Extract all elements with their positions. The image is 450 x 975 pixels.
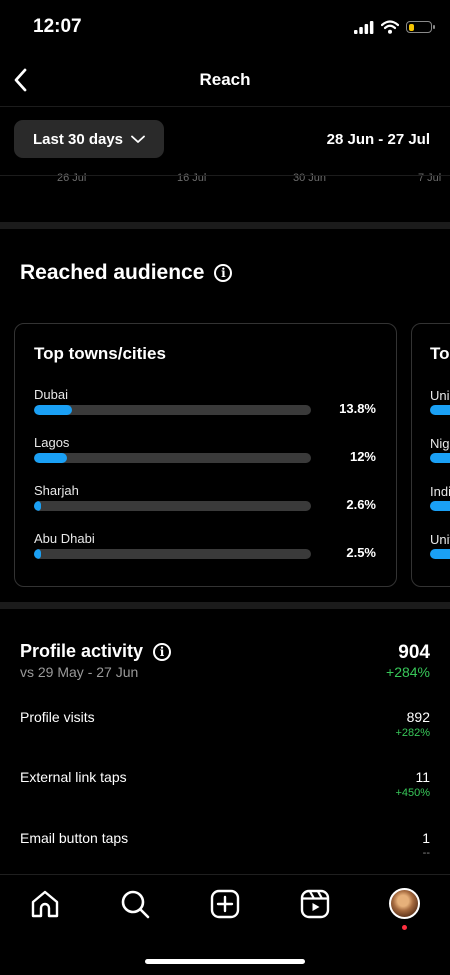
date-range: 28 Jun - 27 Jul [326,131,430,148]
status-icons [354,18,435,36]
country-bar-fill [430,405,450,415]
city-row: Abu Dhabi 2.5% [34,531,382,560]
back-arrow-icon[interactable] [10,66,40,96]
city-name: Dubai [34,387,68,402]
period-dropdown-button[interactable]: Last 30 days [14,120,164,158]
city-percent: 12% [349,449,376,464]
nav-divider [0,874,450,875]
metric-label-profile-visits: Profile visits [20,709,95,725]
create-icon[interactable] [209,888,241,920]
country-name: Nig [430,436,450,451]
metric-value: 11 [415,769,430,785]
profile-activity-title: Profile activity i [20,641,172,662]
city-row: Dubai 13.8% [34,387,382,416]
section-separator [0,222,450,229]
country-bar-fill [430,549,450,559]
profile-activity-total: 904 [398,642,430,663]
comparison-period: vs 29 May - 27 Jun [20,664,139,680]
chart-tick-label: 16 Jul [177,172,207,184]
wifi-icon [381,20,399,34]
city-name: Abu Dhabi [34,531,95,546]
battery-icon [406,21,435,33]
search-icon[interactable] [119,888,151,920]
reached-audience-title: Reached audience i [20,261,233,285]
chart-tick-label: 26 Jul [57,172,87,184]
profile-avatar[interactable] [389,888,420,919]
metric-label-email-button-taps: Email button taps [20,830,129,846]
header-divider [0,106,450,107]
country-bar-fill [430,453,450,463]
city-bar-fill [34,405,73,415]
city-percent: 2.5% [346,545,376,560]
city-name: Sharjah [34,483,79,498]
city-bar-fill [34,453,68,463]
home-indicator[interactable] [145,959,305,964]
country-row: Indi [430,483,450,511]
metric-change: -- [422,847,430,859]
city-bar-fill [34,549,41,559]
country-bar-fill [430,501,450,511]
home-icon[interactable] [29,888,61,920]
chart-tick-label: 30 Jun [293,172,327,184]
city-name: Lagos [34,435,70,450]
city-percent: 13.8% [339,401,376,416]
country-row: Nig [430,435,450,463]
cellular-signal-icon [354,20,374,34]
reached-audience-title-text: Reached audience [20,261,205,284]
info-icon[interactable]: i [153,642,172,661]
reels-icon[interactable] [299,888,331,920]
metric-value: 892 [406,709,430,725]
city-bar-track [34,549,311,559]
section-separator [0,602,450,609]
country-row: Unit [430,531,450,559]
city-row: Lagos 12% [34,435,382,464]
city-bar-fill [34,501,42,511]
metric-change: +282% [395,727,430,739]
notification-dot [402,925,407,930]
chart-tick-label: 7 Jul [418,172,442,184]
city-percent: 2.6% [346,497,376,512]
country-name: Unit [430,532,450,547]
city-bar-track [34,501,311,511]
chevron-down-icon [131,135,145,143]
card-title: Top towns/cities [34,344,166,363]
top-cities-card: Top towns/cities Dubai 13.8% Lagos 12% Sharj… [14,323,397,587]
city-row: Sharjah 2.6% [34,483,382,512]
city-bar-track [34,453,311,463]
profile-activity-change: +284% [386,664,430,680]
page-title: Reach [199,70,251,89]
period-label: Last 30 days [32,130,124,148]
card-title: To [430,344,450,363]
info-icon[interactable]: i [214,264,233,282]
city-bar-track [34,405,311,415]
metric-change: +450% [395,787,430,799]
metric-value: 1 [422,830,430,846]
status-time: 12:07 [33,16,82,37]
country-name: Indi [430,484,450,499]
metric-label-external-link-taps: External link taps [20,769,127,785]
top-countries-card[interactable]: To Uni Nig Indi Unit [411,323,450,587]
country-name: Uni [430,388,450,403]
filter-divider [0,175,450,176]
profile-activity-title-text: Profile activity [20,641,144,661]
country-row: Uni [430,387,450,415]
